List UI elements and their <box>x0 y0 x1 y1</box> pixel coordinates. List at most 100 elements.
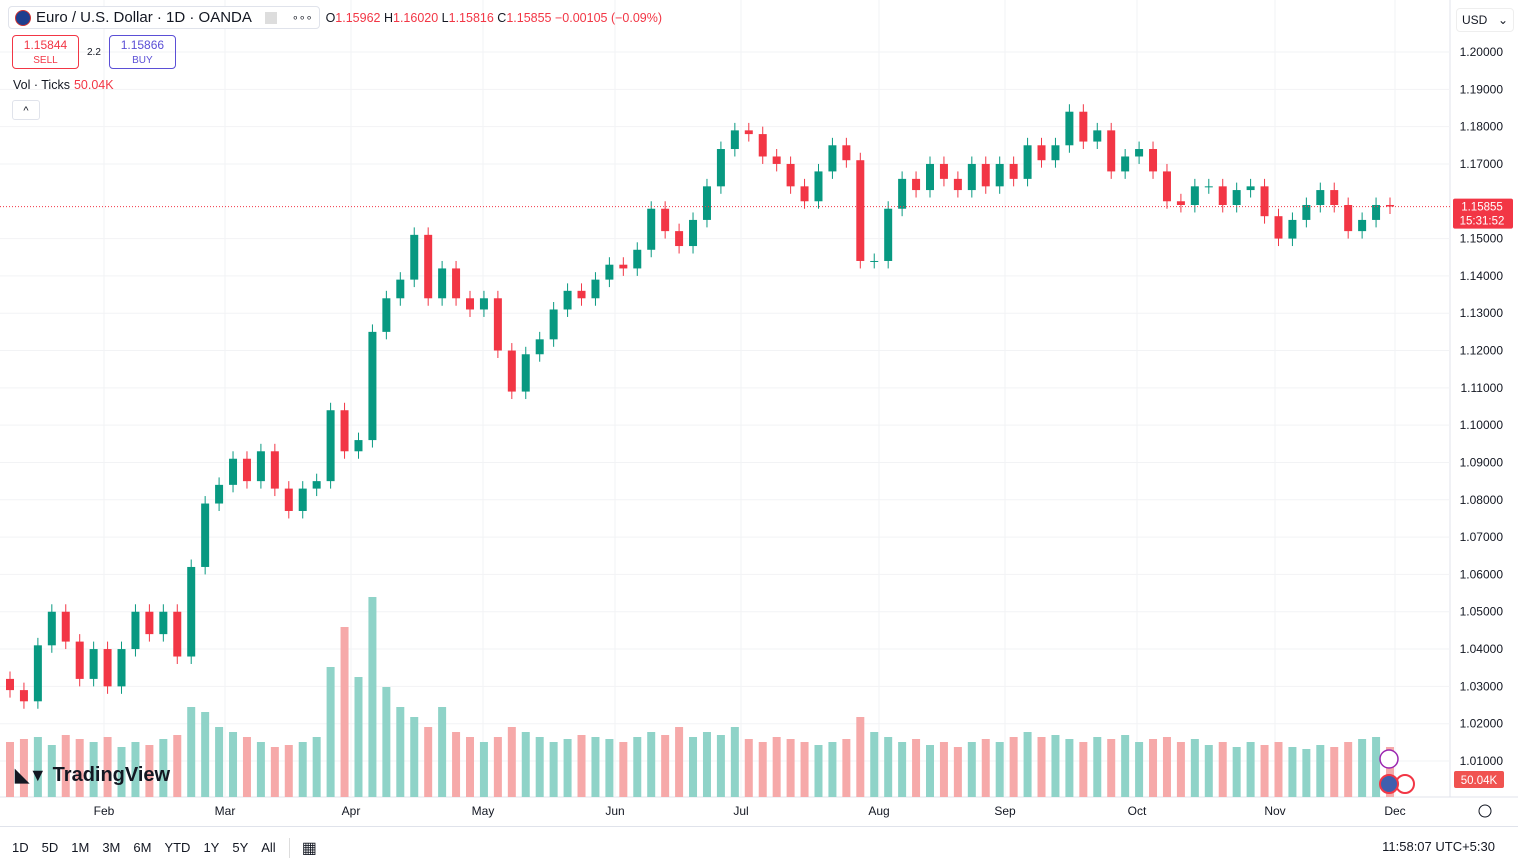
candle <box>1149 141 1158 179</box>
tf-1y[interactable]: 1Y <box>203 840 220 855</box>
candle <box>1023 137 1032 187</box>
flag-icon[interactable] <box>264 11 277 24</box>
candle <box>466 290 474 317</box>
y-tick-label: 1.17000 <box>1460 157 1504 171</box>
volume-bar <box>1023 732 1032 797</box>
candle-body <box>47 611 56 646</box>
volume-bar <box>33 737 42 797</box>
candle <box>1330 182 1339 213</box>
candle-body <box>6 678 14 691</box>
candle <box>870 253 879 269</box>
candle <box>340 402 349 459</box>
x-tick-label: Sep <box>994 804 1016 818</box>
candle-body <box>1260 186 1269 217</box>
x-tick-label: Nov <box>1264 804 1285 818</box>
volume-bar <box>117 747 126 797</box>
candle-body <box>242 458 251 482</box>
candle-body <box>382 298 391 332</box>
volume-bar <box>256 742 265 797</box>
candle-body <box>884 208 893 261</box>
candle-body <box>563 290 572 310</box>
y-tick-label: 1.11000 <box>1461 381 1504 395</box>
candle <box>298 481 307 519</box>
candle-body <box>981 163 990 187</box>
candle-body <box>1121 156 1130 172</box>
candle-body <box>1176 201 1185 205</box>
sell-button[interactable]: 1.15844 SELL <box>12 35 79 69</box>
candle <box>326 402 335 489</box>
tf-5y[interactable]: 5Y <box>232 840 249 855</box>
candle <box>19 682 28 709</box>
volume-bar <box>1009 737 1018 797</box>
candle-body <box>744 130 753 135</box>
candle-body <box>605 264 614 280</box>
candle-body <box>549 309 558 340</box>
volume-bar <box>493 737 502 797</box>
volume-bar <box>661 735 670 797</box>
volume-bar <box>981 739 990 797</box>
tf-all[interactable]: All <box>261 840 276 855</box>
collapse-button[interactable]: ^ <box>12 100 40 120</box>
volume-bar <box>870 732 879 797</box>
candle <box>1232 182 1241 213</box>
tf-ytd[interactable]: YTD <box>164 840 191 855</box>
candle-body <box>689 219 698 247</box>
ohlc-values: O1.15962 H1.16020 L1.15816 C1.15855 −0.0… <box>325 10 663 25</box>
tf-6m[interactable]: 6M <box>133 840 152 855</box>
candle-body <box>256 451 265 482</box>
x-tick-label: May <box>472 804 495 818</box>
candle-body <box>535 339 544 355</box>
candle-body <box>354 440 363 452</box>
volume-bar <box>229 732 238 797</box>
tf-1d[interactable]: 1D <box>12 840 29 855</box>
volume-bar <box>1037 737 1046 797</box>
y-tick-label: 1.01000 <box>1460 754 1504 768</box>
volume-bar <box>1344 742 1353 797</box>
candle <box>730 122 739 157</box>
candle-body <box>187 566 196 657</box>
volume-bar <box>1135 742 1144 797</box>
tradingview-logo[interactable]: ◣▼ TradingView <box>15 764 171 786</box>
volume-bar <box>1260 745 1269 797</box>
candle <box>1246 178 1255 198</box>
candle-body <box>201 503 210 567</box>
price-chart[interactable]: 1.20000 1.19000 1.18000 1.17000 1.15000 1.140… <box>0 0 1518 826</box>
calendar-icon[interactable]: ▦ <box>288 837 317 858</box>
candle <box>856 152 865 269</box>
candle-body <box>1051 145 1060 161</box>
buy-button[interactable]: 1.15866 BUY <box>108 35 176 69</box>
volume-bar <box>103 737 112 797</box>
candle-body <box>33 645 42 702</box>
candle-body <box>1232 190 1241 205</box>
symbol-selector[interactable]: Euro / U.S. Dollar · 1D · OANDA ∘∘∘ <box>8 6 320 29</box>
volume-bar <box>1330 747 1339 797</box>
candle-body <box>1344 204 1353 232</box>
candle <box>842 137 851 168</box>
more-icon[interactable]: ∘∘∘ <box>291 12 313 24</box>
volume-bar <box>675 727 684 797</box>
volume-bar <box>1316 745 1325 797</box>
candle <box>926 156 934 198</box>
candle <box>702 178 711 228</box>
symbol-title: Euro / U.S. Dollar · 1D · OANDA <box>36 9 252 26</box>
volume-bar <box>340 627 349 797</box>
tf-1m[interactable]: 1M <box>71 840 90 855</box>
volume-bar <box>856 717 865 797</box>
volume-bar <box>270 747 279 797</box>
candle <box>1260 178 1269 224</box>
candle-body <box>75 641 84 679</box>
y-tick-label: 1.04000 <box>1460 642 1504 656</box>
currency-select[interactable]: USD ⌄ <box>1456 8 1514 32</box>
candle-body <box>1023 145 1032 179</box>
volume-badge <box>1454 771 1504 788</box>
candle <box>758 126 767 164</box>
candle-body <box>926 163 934 191</box>
candle <box>1162 163 1171 209</box>
tf-3m[interactable]: 3M <box>102 840 121 855</box>
clock: 11:58:07 UTC+5:30 <box>1382 839 1495 854</box>
tf-5d[interactable]: 5D <box>41 840 59 855</box>
volume-bar <box>326 667 335 797</box>
x-tick-label: Apr <box>342 804 361 818</box>
volume-bar <box>535 737 544 797</box>
candle-body <box>173 611 182 657</box>
